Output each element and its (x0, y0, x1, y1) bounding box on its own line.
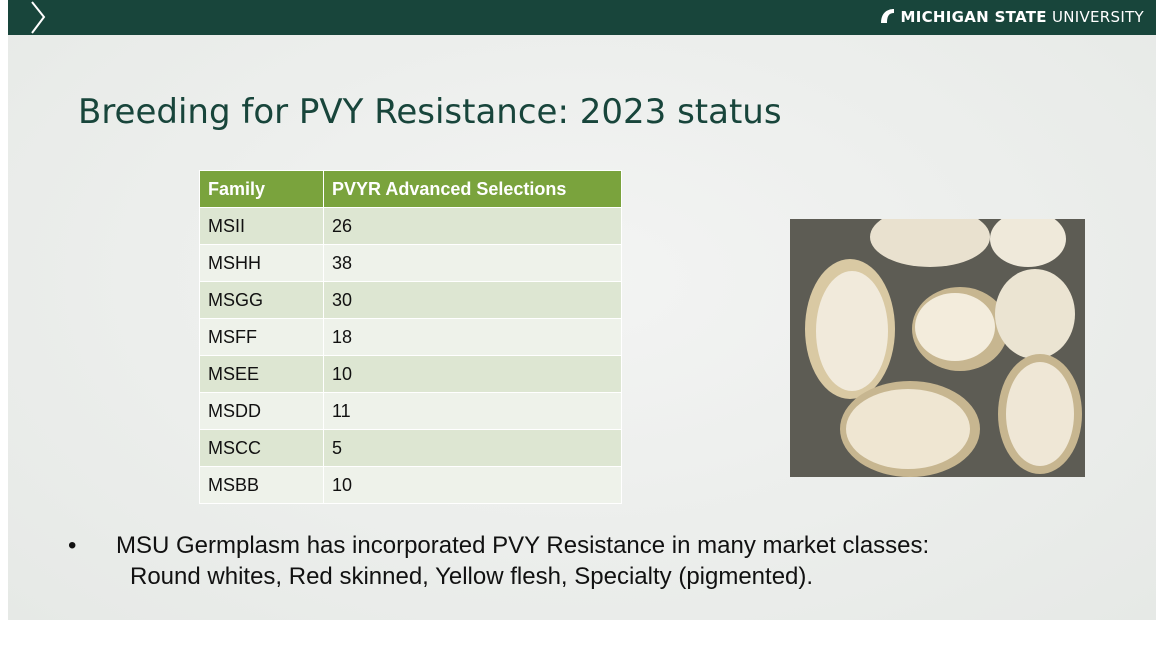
brand-light: UNIVERSITY (1051, 8, 1144, 26)
bullet-line: MSU Germplasm has incorporated PVY Resis… (68, 530, 929, 561)
table-row: MSCC 5 (199, 429, 622, 467)
brand-bold: MICHIGAN STATE (900, 8, 1047, 26)
table-row: MSII 26 (199, 207, 622, 245)
brand: MICHIGAN STATE UNIVERSITY (879, 8, 1144, 26)
table-cell: MSEE (199, 355, 324, 393)
table-cell: 10 (323, 355, 622, 393)
column-header: PVYR Advanced Selections (323, 170, 622, 208)
potato-photo (790, 219, 1085, 477)
table-cell: MSII (199, 207, 324, 245)
table-row: MSGG 30 (199, 281, 622, 319)
bullet: MSU Germplasm has incorporated PVY Resis… (68, 530, 929, 592)
table-cell: 10 (323, 466, 622, 504)
column-header: Family (199, 170, 324, 208)
table-row: MSBB 10 (199, 466, 622, 504)
table-cell: MSDD (199, 392, 324, 430)
bullet-line: Round whites, Red skinned, Yellow flesh,… (130, 563, 814, 590)
chevron-icon (31, 1, 46, 34)
slide-title: Breeding for PVY Resistance: 2023 status (78, 92, 782, 132)
top-bar: MICHIGAN STATE UNIVERSITY (8, 0, 1156, 35)
data-table: Family PVYR Advanced Selections MSII 26 MSHH… (199, 170, 622, 504)
table-row: MSEE 10 (199, 355, 622, 393)
table-row: MSHH 38 (199, 244, 622, 282)
table-row: MSFF 18 (199, 318, 622, 356)
spartan-logo (881, 9, 895, 23)
slide: MICHIGAN STATE UNIVERSITY Breeding for P… (8, 0, 1156, 620)
table-cell: 38 (323, 244, 622, 282)
table-cell: 26 (323, 207, 622, 245)
table-cell: 18 (323, 318, 622, 356)
table-cell: 11 (323, 392, 622, 430)
table-cell: MSGG (199, 281, 324, 319)
table-cell: 5 (323, 429, 622, 467)
table-cell: 30 (323, 281, 622, 319)
table-cell: MSFF (199, 318, 324, 356)
table-cell: MSBB (199, 466, 324, 504)
table-row: MSDD 11 (199, 392, 622, 430)
table-cell: MSHH (199, 244, 324, 282)
table-cell: MSCC (199, 429, 324, 467)
